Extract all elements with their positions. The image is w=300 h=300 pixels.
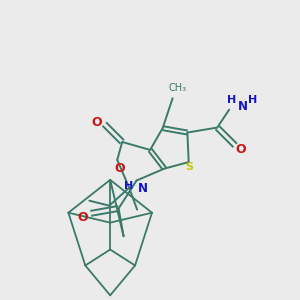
- Text: H: H: [226, 95, 236, 105]
- Text: N: N: [238, 100, 248, 113]
- Text: O: O: [91, 116, 102, 128]
- Text: CH₃: CH₃: [169, 83, 187, 93]
- Text: H: H: [248, 95, 258, 105]
- Text: O: O: [77, 211, 88, 224]
- Text: N: N: [137, 182, 148, 195]
- Text: H: H: [124, 181, 133, 190]
- Text: O: O: [114, 162, 124, 175]
- Text: S: S: [186, 162, 194, 172]
- Text: O: O: [236, 143, 246, 156]
